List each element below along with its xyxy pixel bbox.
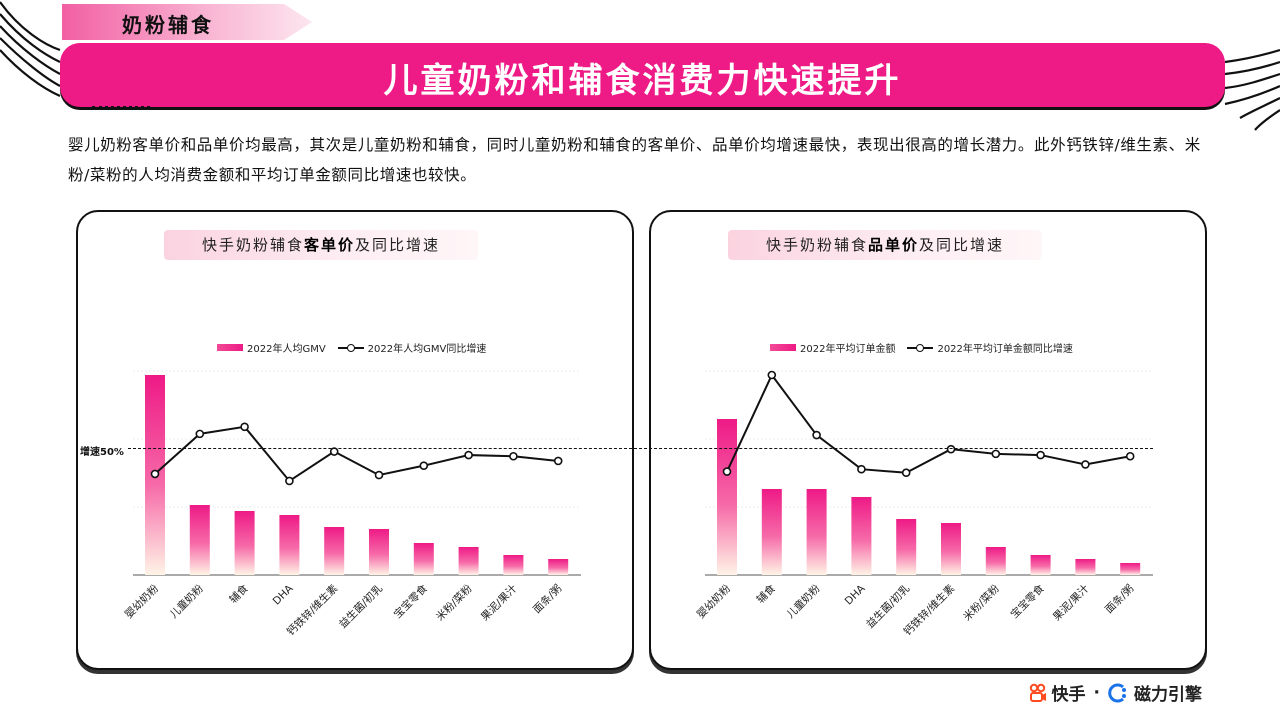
tick-label-0-6: 宝宝零食 xyxy=(391,582,430,621)
bar-0-9 xyxy=(548,559,569,575)
legend-line-label: 2022年平均订单金额同比增速 xyxy=(937,344,1073,355)
bar-1-3 xyxy=(851,497,872,575)
chart-title-left-bold: 客单价 xyxy=(303,236,355,254)
reference-line-50 xyxy=(128,448,1153,449)
tick-label-0-5: 益生菌/初乳 xyxy=(336,582,385,631)
growth-point-1-1 xyxy=(767,370,777,380)
growth-point-1-2 xyxy=(812,430,821,440)
growth-point-1-4 xyxy=(901,468,911,478)
tick-label-0-7: 米粉/菜粉 xyxy=(433,582,475,624)
chart-title-right: 快手奶粉辅食品单价及同比增速 xyxy=(728,230,1042,260)
section-tag-background xyxy=(62,4,312,40)
chart-panel-left: 快手奶粉辅食客单价及同比增速 2022年人均GMV 2022年人均GMV同比增速 xyxy=(76,210,634,670)
reference-line-label: 增速50% xyxy=(80,447,124,458)
tick-label-0-2: 辅食 xyxy=(227,582,251,606)
bar-0-5 xyxy=(369,529,389,575)
legend-bar-label: 2022年人均GMV xyxy=(247,344,326,355)
legend-line-label: 2022年人均GMV同比增速 xyxy=(367,344,487,355)
growth-point-0-0 xyxy=(150,469,160,479)
bar-0-7 xyxy=(458,547,479,575)
tick-label-1-1: 辅食 xyxy=(754,582,778,606)
chart-title-right-pre: 快手奶粉辅食 xyxy=(765,236,868,254)
section-tag: 奶粉辅食 xyxy=(62,4,312,40)
bar-1-4 xyxy=(896,519,917,575)
growth-point-1-3 xyxy=(857,464,866,474)
bar-0-6 xyxy=(413,543,434,575)
bar-1-8 xyxy=(1075,559,1096,575)
bar-0-1 xyxy=(189,505,210,575)
kuaishou-logo-icon xyxy=(1029,683,1046,702)
growth-point-0-9 xyxy=(553,456,563,466)
tick-label-1-9: 面条/粥 xyxy=(1102,582,1136,616)
growth-point-0-7 xyxy=(464,450,473,460)
tick-label-0-0: 婴幼奶粉 xyxy=(122,582,161,621)
bar-1-6 xyxy=(985,547,1006,575)
tick-label-0-9: 面条/粥 xyxy=(530,582,564,616)
tick-label-1-6: 米粉/菜粉 xyxy=(961,582,1003,624)
title-banner: 儿童奶粉和辅食消费力快速提升 xyxy=(60,43,1225,107)
growth-point-0-2 xyxy=(240,422,249,432)
footer-separator: · xyxy=(1093,682,1100,703)
bar-0-2 xyxy=(234,511,255,575)
tick-label-0-1: 儿童奶粉 xyxy=(167,582,206,621)
tick-label-1-7: 宝宝零食 xyxy=(1008,582,1047,621)
growth-point-1-6 xyxy=(991,449,1001,459)
bar-0-3 xyxy=(279,515,300,575)
chart-title-right-post: 及同比增速 xyxy=(919,236,1005,254)
chart-title-right-bold: 品单价 xyxy=(867,236,919,254)
tick-label-0-3: DHA xyxy=(271,582,296,607)
bar-1-0 xyxy=(717,419,737,575)
growth-point-1-8 xyxy=(1081,460,1090,469)
section-label: 奶粉辅食 xyxy=(122,13,214,37)
legend-bar-swatch xyxy=(770,344,796,351)
legend-bar-label: 2022年平均订单金额 xyxy=(800,344,896,355)
footer-brand2: 磁力引擎 xyxy=(1134,685,1202,705)
footer-brand1: 快手 xyxy=(1051,685,1086,705)
legend-right: 2022年平均订单金额 2022年平均订单金额同比增速 xyxy=(770,340,1073,355)
growth-point-0-8 xyxy=(509,451,518,461)
tick-label-1-4: 益生菌/初乳 xyxy=(863,582,912,631)
growth-point-0-1 xyxy=(195,429,205,439)
legend-bar-swatch xyxy=(217,344,243,351)
growth-point-0-5 xyxy=(374,470,384,480)
page-title: 儿童奶粉和辅食消费力快速提升 xyxy=(383,61,902,101)
chart-title-left: 快手奶粉辅食客单价及同比增速 xyxy=(164,230,478,260)
bar-1-5 xyxy=(941,523,961,575)
tick-label-1-2: 儿童奶粉 xyxy=(784,582,823,621)
bar-1-9 xyxy=(1120,563,1141,575)
tick-label-1-3: DHA xyxy=(843,582,868,607)
growth-line-1 xyxy=(726,373,1131,474)
growth-point-1-7 xyxy=(1036,450,1045,460)
legend-left: 2022年人均GMV 2022年人均GMV同比增速 xyxy=(217,340,486,355)
legend-line-swatch xyxy=(907,343,934,353)
decorative-dots xyxy=(92,98,150,109)
chart-title-left-pre: 快手奶粉辅食 xyxy=(201,236,304,254)
growth-point-1-5 xyxy=(946,444,956,454)
footer-brand: 快手 · 磁力引擎 xyxy=(1028,680,1202,705)
tick-label-0-8: 果泥/果汁 xyxy=(478,582,520,624)
legend-line-swatch xyxy=(337,343,364,353)
growth-line-0 xyxy=(154,425,559,483)
cili-logo-icon xyxy=(1108,683,1126,702)
bar-1-7 xyxy=(1030,555,1051,575)
bar-0-8 xyxy=(503,555,524,575)
growth-point-1-9 xyxy=(1125,451,1135,461)
growth-point-1-0 xyxy=(722,467,732,476)
bar-0-4 xyxy=(324,527,345,575)
chart-title-left-post: 及同比增速 xyxy=(355,236,441,254)
tick-label-1-0: 婴幼奶粉 xyxy=(694,582,733,621)
growth-point-0-3 xyxy=(285,476,294,486)
description-text: 婴儿奶粉客单价和品单价均最高，其次是儿童奶粉和辅食，同时儿童奶粉和辅食的客单价、… xyxy=(68,136,1201,184)
bar-1-1 xyxy=(761,489,782,575)
growth-point-0-4 xyxy=(329,447,339,456)
bar-1-2 xyxy=(806,489,827,575)
growth-point-0-6 xyxy=(419,461,429,470)
tick-label-1-8: 果泥/果汁 xyxy=(1050,582,1092,624)
